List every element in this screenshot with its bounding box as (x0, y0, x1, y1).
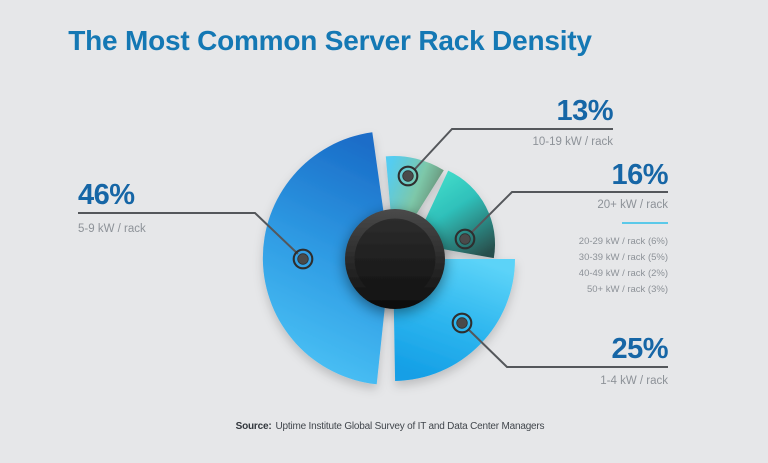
callout-line (78, 212, 299, 255)
percent-20plus-kw: 16% (611, 159, 668, 191)
label-5-9kw: 5-9 kW / rack (78, 223, 146, 235)
percent-10-19kw: 13% (556, 95, 613, 127)
callout-line (467, 328, 668, 368)
callout-marker-dot (456, 317, 468, 329)
callout-marker-dot (402, 170, 414, 182)
callout-marker-ring (292, 248, 314, 270)
callout-marker-dot (297, 253, 309, 265)
breakdown-item: 20-29 kW / rack (6%) (578, 236, 668, 247)
source-note: Source: Uptime Institute Global Survey of… (236, 421, 545, 432)
chart-title: The Most Common Server Rack Density (68, 25, 592, 56)
label-10-19kw: 10-19 kW / rack (532, 136, 613, 148)
callout-1-4kw: 25% 1-4 kW / rack (600, 333, 668, 388)
source-text: Uptime Institute Global Survey of IT and… (275, 421, 545, 432)
callout-line (413, 128, 613, 171)
percent-1-4kw: 25% (611, 333, 668, 365)
label-20plus-kw: 20+ kW / rack (597, 199, 668, 211)
callout-10-19kw: 13% 10-19 kW / rack (532, 95, 613, 149)
callout-line (470, 191, 668, 234)
callout-marker-ring (454, 228, 476, 250)
source-label: Source: (235, 421, 272, 432)
breakdown-item: 40-49 kW / rack (2%) (578, 268, 668, 279)
breakdown-list: 20-29 kW / rack (6%) 30-39 kW / rack (5%… (579, 234, 668, 298)
hub-disc (345, 209, 445, 309)
label-1-4kw: 1-4 kW / rack (600, 375, 668, 387)
percent-5-9kw: 46% (78, 179, 135, 211)
callout-marker-ring (451, 312, 473, 334)
accent-underline (622, 222, 668, 224)
callout-20plus-kw: 16% 20+ kW / rack 20-29 kW / rack (6%) 3… (579, 159, 669, 298)
breakdown-item: 30-39 kW / rack (5%) (578, 252, 668, 263)
callout-5-9kw: 46% 5-9 kW / rack (78, 179, 146, 236)
callout-marker-ring (397, 165, 419, 187)
callout-marker-dot (459, 233, 471, 245)
wedge-5-9-kw-rack (262, 132, 390, 385)
breakdown-item: 50+ kW / rack (3%) (586, 284, 668, 295)
